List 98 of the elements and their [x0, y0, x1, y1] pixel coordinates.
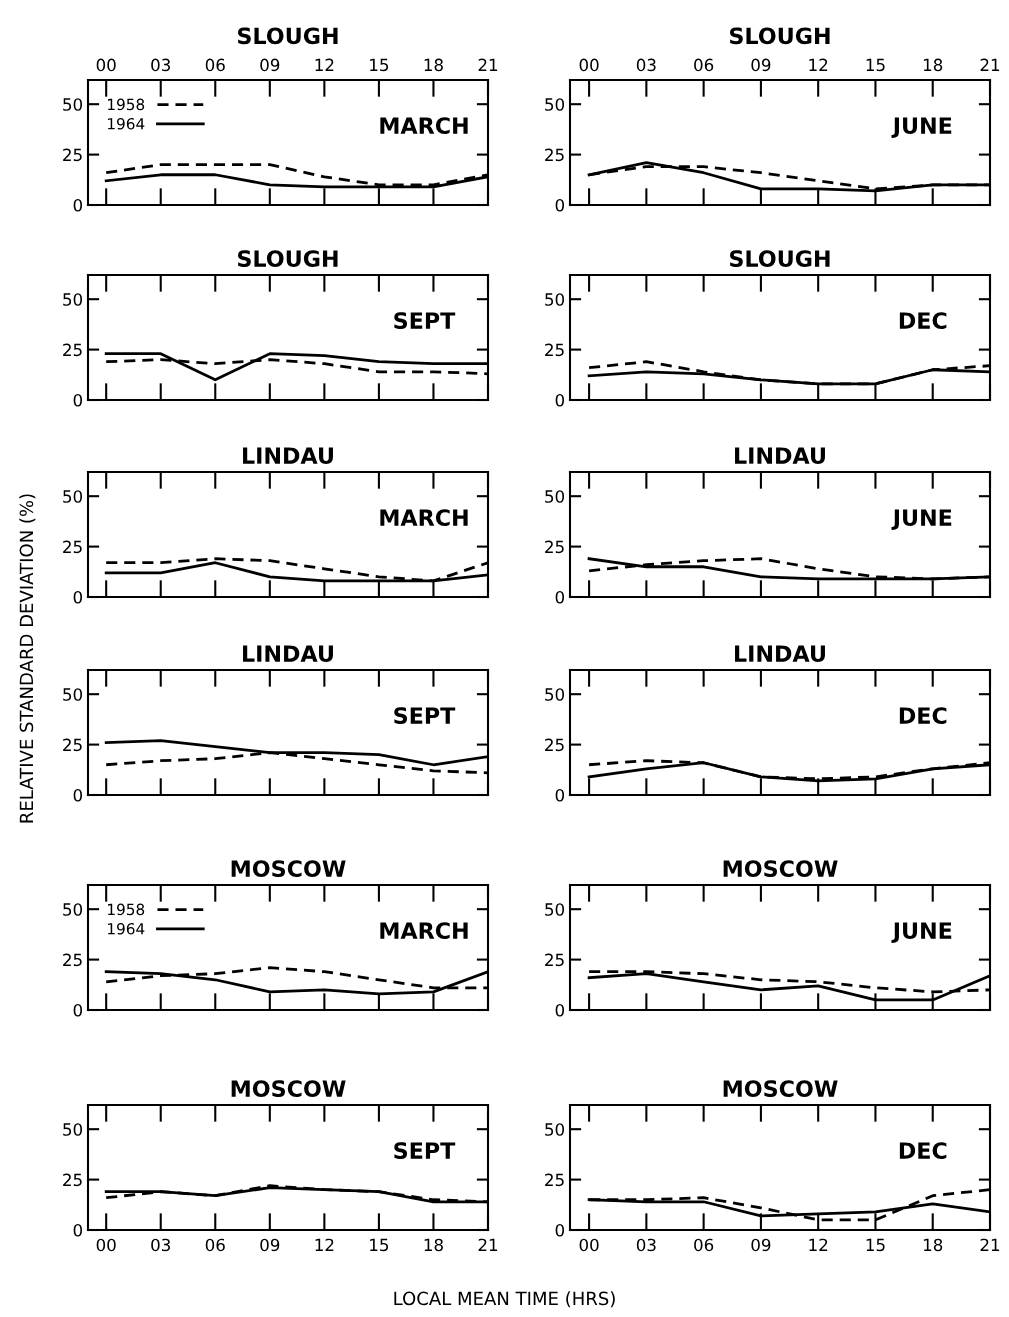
x-tick-label: 21 — [980, 1238, 1000, 1251]
x2-tick-label: 00 — [579, 58, 599, 72]
x2-tick-label: 15 — [866, 58, 885, 72]
y-tick-label: 0 — [555, 198, 565, 212]
y-tick-label: 25 — [63, 738, 82, 752]
chart-title: MOSCOW — [723, 1080, 838, 1097]
x2-tick-label: 03 — [636, 58, 656, 72]
x2-tick-label: 18 — [424, 58, 443, 72]
y-tick-label: 25 — [63, 343, 82, 357]
y-tick-label: 0 — [555, 590, 565, 604]
y-tick-label: 50 — [545, 98, 565, 111]
x2-tick-label: 12 — [809, 58, 828, 71]
x2-tick-label: 09 — [260, 58, 280, 72]
chart-title: LINDAU — [243, 447, 333, 464]
annotation: JUNE — [891, 509, 952, 531]
y-tick-label: 25 — [63, 148, 82, 162]
x2-tick-label: 15 — [370, 58, 389, 72]
y-tick-label: 25 — [545, 1173, 564, 1187]
y-tick-label: 0 — [73, 590, 83, 604]
y-axis-title: RELATIVE STANDARD DEVIATION (%) — [19, 494, 36, 823]
x2-tick-label: 21 — [980, 58, 1000, 71]
x-tick-label: 21 — [478, 1238, 498, 1251]
chart-title: SLOUGH — [730, 27, 830, 45]
x2-tick-label: 06 — [694, 58, 714, 72]
y-tick-label: 0 — [73, 393, 83, 407]
annotation: DEC — [899, 707, 947, 724]
chart-title: SLOUGH — [238, 27, 338, 45]
chart-title: MOSCOW — [723, 860, 838, 877]
y-tick-label: 50 — [63, 293, 83, 306]
y-tick-label: 25 — [545, 148, 564, 162]
y-tick-label: 25 — [63, 953, 82, 967]
x-tick-label: 06 — [694, 1238, 714, 1252]
y-tick-label: 25 — [545, 343, 564, 357]
y-tick-label: 0 — [73, 198, 83, 212]
y-tick-label: 50 — [545, 293, 565, 306]
x2-tick-label: 03 — [151, 58, 170, 72]
chart-title: MOSCOW — [231, 860, 346, 877]
x-tick-label: 18 — [923, 1238, 943, 1252]
y-tick-label: 50 — [63, 490, 83, 503]
y-tick-label: 0 — [555, 1223, 565, 1237]
x2-tick-label: 12 — [315, 58, 334, 71]
chart-title: SLOUGH — [238, 250, 338, 267]
y-tick-label: 25 — [63, 1173, 82, 1187]
x2-tick-label: 09 — [751, 58, 771, 72]
y-tick-label: 50 — [545, 490, 565, 503]
y-tick-label: 50 — [545, 688, 565, 701]
annotation: JUNE — [891, 922, 952, 944]
chart-title: LINDAU — [243, 645, 333, 662]
legend-label: 1964 — [108, 922, 145, 935]
x2-tick-label: 21 — [478, 58, 498, 71]
legend-label: 1958 — [108, 98, 145, 111]
chart-title: MOSCOW — [231, 1080, 346, 1097]
chart-title: LINDAU — [735, 645, 825, 662]
chart-title: SLOUGH — [730, 250, 830, 267]
x-tick-label: 06 — [205, 1238, 225, 1252]
x-tick-label: 09 — [751, 1238, 771, 1252]
y-tick-label: 50 — [63, 1123, 83, 1136]
x-tick-label: 00 — [96, 1238, 116, 1252]
annotation: JUNE — [891, 117, 952, 139]
x2-tick-label: 06 — [205, 58, 225, 72]
chart-title: LINDAU — [735, 447, 825, 464]
annotation: SEPT — [394, 707, 456, 724]
y-tick-label: 50 — [63, 903, 83, 916]
x2-tick-label: 00 — [96, 58, 116, 72]
y-tick-label: 50 — [63, 688, 83, 701]
x-tick-label: 15 — [866, 1238, 885, 1252]
y-tick-label: 0 — [555, 788, 565, 802]
annotation: DEC — [899, 312, 947, 329]
annotation: SEPT — [394, 1142, 456, 1159]
y-tick-label: 50 — [63, 98, 83, 111]
y-tick-label: 25 — [545, 953, 564, 967]
annotation: DEC — [899, 1142, 947, 1159]
x-tick-label: 03 — [636, 1238, 656, 1252]
y-tick-label: 50 — [545, 903, 565, 916]
x-tick-label: 09 — [260, 1238, 280, 1252]
x-axis-title: LOCAL MEAN TIME (HRS) — [394, 1291, 615, 1308]
x-tick-label: 12 — [809, 1238, 828, 1251]
y-tick-label: 25 — [545, 540, 564, 554]
y-tick-label: 25 — [63, 540, 82, 554]
legend-label: 1964 — [108, 117, 145, 130]
annotation: MARCH — [380, 509, 468, 526]
y-tick-label: 0 — [73, 788, 83, 802]
x-tick-label: 00 — [579, 1238, 599, 1252]
annotation: MARCH — [380, 922, 468, 939]
annotation: SEPT — [394, 312, 456, 329]
y-tick-label: 0 — [555, 1003, 565, 1017]
y-tick-label: 0 — [73, 1223, 83, 1237]
y-tick-label: 0 — [73, 1003, 83, 1017]
legend-label: 1958 — [108, 903, 145, 916]
x-tick-label: 03 — [151, 1238, 170, 1252]
y-tick-label: 25 — [545, 738, 564, 752]
y-tick-label: 0 — [555, 393, 565, 407]
x2-tick-label: 18 — [923, 58, 943, 72]
x-tick-label: 12 — [315, 1238, 334, 1251]
y-tick-label: 50 — [545, 1123, 565, 1136]
x-tick-label: 18 — [424, 1238, 443, 1252]
annotation: MARCH — [380, 117, 468, 134]
x-tick-label: 15 — [370, 1238, 389, 1252]
